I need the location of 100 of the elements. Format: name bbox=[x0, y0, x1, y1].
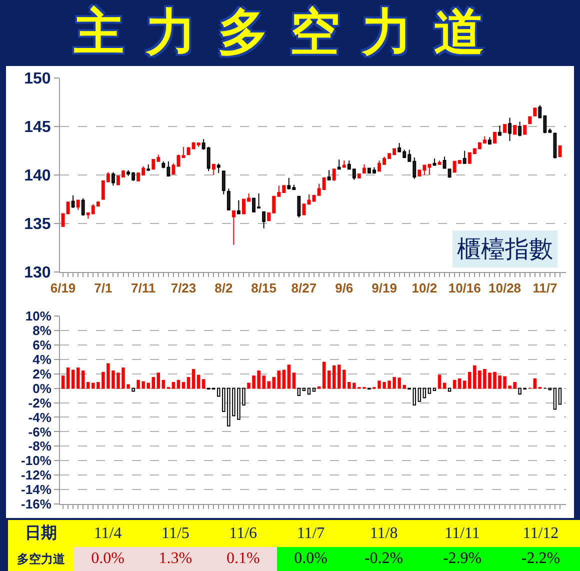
bar bbox=[452, 380, 456, 389]
candlestick bbox=[508, 117, 512, 142]
bar bbox=[553, 388, 557, 410]
y-tick-label: 130 bbox=[24, 264, 51, 282]
bar bbox=[438, 374, 442, 389]
category-label: 11/4 bbox=[74, 520, 142, 548]
category-label: 11/6 bbox=[209, 520, 277, 548]
candlestick bbox=[111, 172, 115, 186]
bar bbox=[462, 380, 466, 389]
candlestick bbox=[216, 162, 220, 174]
x-tick-label: 8/2 bbox=[214, 280, 233, 296]
x-tick-label: 10/28 bbox=[488, 280, 522, 296]
candlestick bbox=[503, 124, 506, 133]
y-tick-label: 8% bbox=[32, 323, 52, 338]
bar bbox=[76, 368, 80, 389]
bar bbox=[418, 388, 422, 402]
bar bbox=[307, 388, 311, 395]
x-tick-label: 7/1 bbox=[94, 280, 112, 296]
x-tick-label: 10/2 bbox=[412, 280, 438, 296]
bar bbox=[192, 369, 196, 389]
candlestick bbox=[66, 202, 70, 214]
bar bbox=[533, 378, 537, 389]
category-label: 11/7 bbox=[276, 520, 345, 548]
candlestick bbox=[236, 200, 240, 214]
bar bbox=[81, 370, 85, 389]
y-tick-label: -10% bbox=[21, 453, 52, 468]
y-tick-label: 150 bbox=[24, 70, 51, 88]
candlestick bbox=[337, 158, 341, 170]
bar bbox=[66, 368, 70, 389]
annotation: 櫃檯指數 bbox=[457, 235, 553, 263]
bar bbox=[302, 388, 306, 391]
series-label: 多空力道 bbox=[8, 547, 74, 571]
candlestick bbox=[553, 132, 557, 160]
bar bbox=[61, 376, 65, 389]
candlestick bbox=[307, 194, 311, 205]
bar bbox=[176, 380, 180, 389]
bar bbox=[458, 378, 462, 389]
data-label: 0.0% bbox=[276, 547, 345, 571]
y-tick-label: -8% bbox=[28, 438, 52, 454]
bar bbox=[287, 364, 291, 389]
bar bbox=[412, 388, 416, 406]
candlestick bbox=[362, 164, 366, 174]
bar bbox=[162, 380, 166, 389]
bar bbox=[196, 374, 200, 389]
y-tick-label: 0% bbox=[32, 380, 52, 396]
candlestick bbox=[518, 121, 522, 137]
category-label: 11/12 bbox=[501, 520, 580, 548]
candlestick bbox=[71, 194, 75, 208]
x-tick-label: 10/16 bbox=[448, 280, 481, 296]
bar bbox=[442, 382, 446, 389]
y-tick-label: 2% bbox=[32, 366, 52, 382]
bar bbox=[297, 388, 301, 396]
bar bbox=[327, 370, 331, 389]
y-tick-label: 140 bbox=[24, 168, 51, 185]
candlestick bbox=[438, 160, 442, 165]
y-tick-label: 4% bbox=[32, 352, 52, 367]
candlestick bbox=[442, 156, 446, 169]
bar bbox=[172, 382, 176, 389]
candlestick bbox=[357, 174, 361, 178]
candlestick bbox=[262, 211, 266, 229]
candlestick bbox=[492, 132, 496, 144]
bar bbox=[428, 388, 432, 394]
bar bbox=[332, 365, 336, 389]
candlestick bbox=[342, 160, 346, 168]
candlestick bbox=[297, 196, 301, 218]
candlestick bbox=[448, 168, 452, 178]
candlestick bbox=[332, 168, 336, 182]
candlestick bbox=[146, 164, 150, 172]
x-tick-label: 9/6 bbox=[335, 280, 354, 296]
y-tick-label: -2% bbox=[28, 395, 52, 410]
bar bbox=[186, 376, 190, 389]
candlestick bbox=[432, 158, 436, 166]
text: 日期 bbox=[8, 520, 74, 548]
candlestick bbox=[76, 200, 80, 210]
y-tick-label: 6% bbox=[32, 337, 52, 352]
bar bbox=[337, 364, 341, 389]
candlestick bbox=[498, 125, 502, 136]
candlestick bbox=[182, 146, 186, 158]
data-label: -2.2% bbox=[501, 547, 580, 571]
bar bbox=[202, 379, 206, 389]
x-tick-label: 6/19 bbox=[50, 280, 76, 296]
x-tick-label: 11/7 bbox=[532, 280, 558, 296]
y-tick-label: -14% bbox=[21, 482, 52, 498]
candlestick bbox=[488, 136, 492, 144]
y-tick-label: -4% bbox=[28, 410, 52, 425]
candlestick bbox=[212, 164, 216, 176]
data-label: 1.3% bbox=[142, 547, 210, 571]
candlestick bbox=[528, 116, 532, 124]
candlestick bbox=[81, 198, 85, 216]
y-tick-label: 10% bbox=[25, 308, 52, 324]
x-tick-label: 9/19 bbox=[372, 280, 397, 296]
category-label: 11/11 bbox=[423, 520, 502, 548]
chart-title: 主力多空力道 bbox=[74, 2, 506, 62]
data-label: -2.9% bbox=[423, 547, 502, 571]
data-label: -0.2% bbox=[344, 547, 424, 571]
x-tick-label: 8/27 bbox=[291, 280, 317, 296]
candlestick bbox=[523, 125, 527, 135]
bar bbox=[432, 388, 436, 391]
y-tick-label: 135 bbox=[24, 216, 51, 234]
data-label: 0.1% bbox=[209, 547, 277, 571]
